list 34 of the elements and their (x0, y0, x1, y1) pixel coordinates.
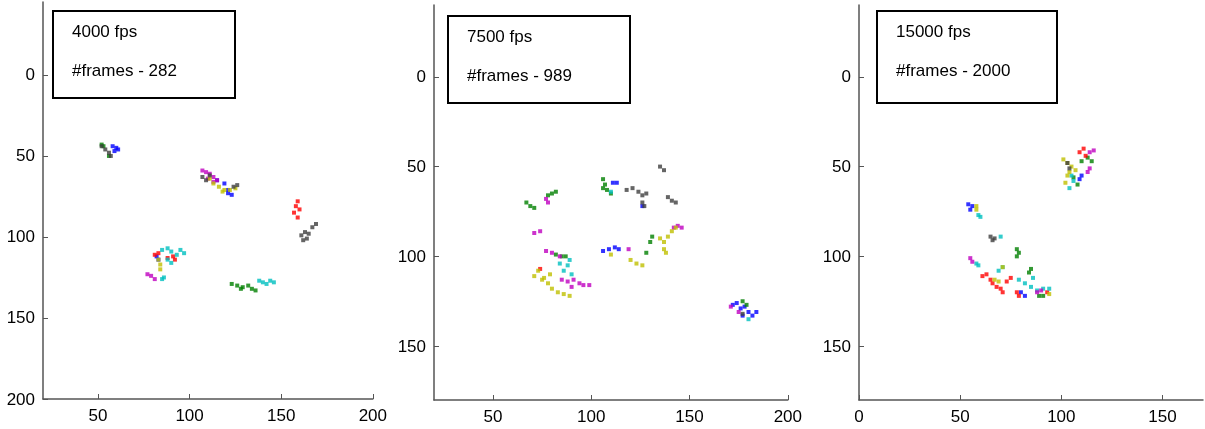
y-tick-label: 0 (25, 65, 35, 85)
x-tick-label: 200 (358, 406, 388, 425)
x-tick-label: 200 (773, 407, 803, 426)
annotation: 7500 fps (467, 27, 533, 47)
x-tick-label: 50 (88, 406, 108, 425)
y-tick-label: 50 (407, 157, 426, 177)
annotation: 4000 fps (72, 22, 138, 42)
x-tick-label: 100 (175, 406, 204, 425)
x-tick-label: 100 (577, 407, 606, 426)
annotation: #frames - 989 (467, 66, 572, 86)
y-tick-label: 0 (416, 67, 426, 87)
y-tick-label: 100 (397, 246, 426, 266)
y-tick-label: 150 (397, 336, 426, 356)
y-tick-label: 150 (822, 336, 851, 356)
y-tick-label: 50 (16, 146, 35, 166)
x-tick-label: 50 (950, 407, 970, 426)
x-tick-label: 150 (267, 406, 296, 425)
text-frame: 4000 fps #frames - 282 (52, 10, 236, 99)
x-tick-label: 150 (675, 407, 704, 426)
y-tick-label: 50 (832, 157, 851, 177)
text-frame: 7500 fps #frames - 989 (447, 15, 631, 104)
annotation: #frames - 2000 (896, 61, 1011, 81)
annotation: 15000 fps (896, 22, 971, 42)
y-tick-label: 0 (841, 67, 851, 87)
y-tick-label: 200 (6, 389, 35, 409)
x-tick-label: 100 (1047, 407, 1076, 426)
x-tick-label: 0 (854, 407, 864, 426)
x-tick-label: 150 (1148, 407, 1177, 426)
text-frame: 15000 fps #frames - 2000 (876, 10, 1058, 104)
x-tick-label: 50 (483, 407, 503, 426)
y-tick-label: 100 (6, 227, 35, 247)
y-tick-label: 150 (6, 308, 35, 328)
y-tick-label: 100 (822, 246, 851, 266)
annotation: #frames - 282 (72, 61, 177, 81)
